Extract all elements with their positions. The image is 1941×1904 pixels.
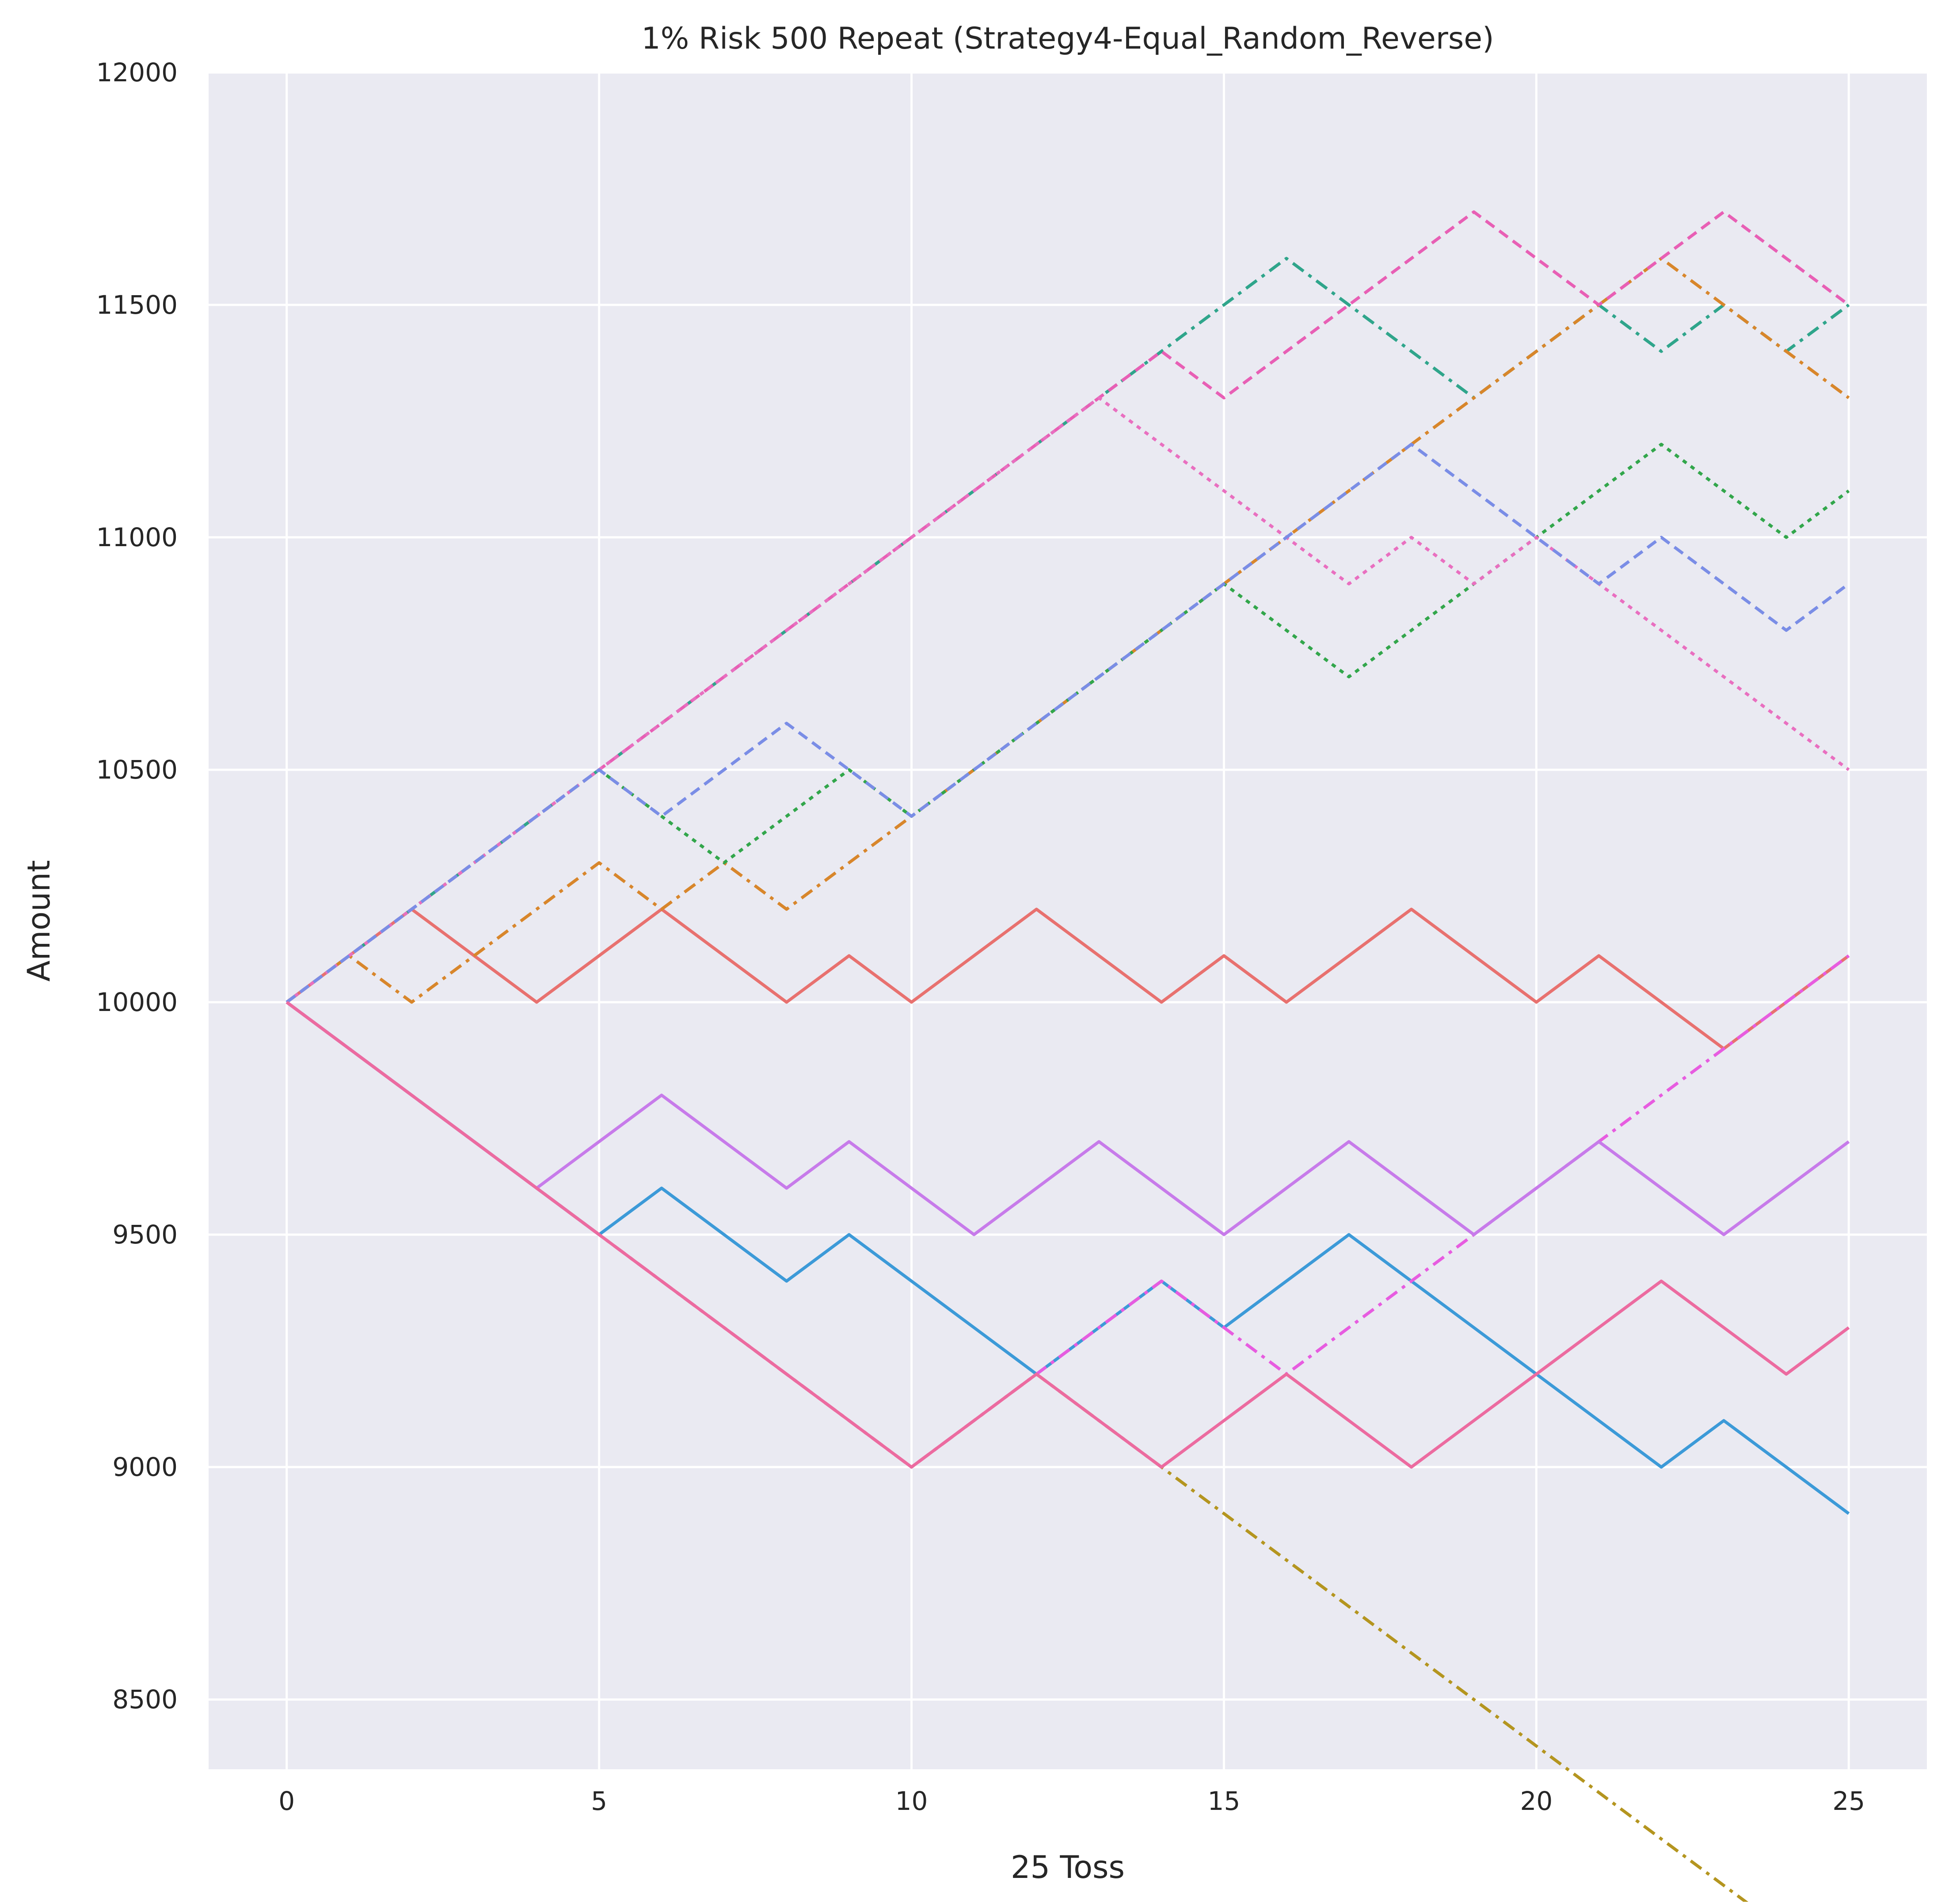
x-axis-label: 25 Toss: [1011, 1849, 1125, 1885]
x-tick-label: 25: [1832, 1786, 1865, 1816]
x-tick-label: 15: [1208, 1786, 1241, 1816]
y-tick-label: 11500: [96, 290, 178, 320]
series-line-11: [285, 1001, 1850, 1236]
y-tick-label: 11000: [96, 522, 178, 552]
x-tick-label: 10: [895, 1786, 928, 1816]
plot-background: [209, 72, 1927, 1769]
y-tick-label: 12000: [96, 57, 178, 87]
series-layer: [285, 210, 1850, 1904]
x-tick-label: 20: [1520, 1786, 1553, 1816]
tick-labels: 0 5 10 15 20 25 8500 9000 9500 10000 10500 11000 115…: [96, 57, 1865, 1816]
chart-title: 1% Risk 500 Repeat (Strategy4-Equal_Rand…: [641, 21, 1494, 56]
y-tick-label: 8500: [112, 1684, 178, 1714]
y-tick-label: 9500: [112, 1220, 178, 1250]
y-axis-label: Amount: [21, 860, 57, 981]
y-tick-label: 10000: [96, 987, 178, 1017]
y-tick-label: 10500: [96, 755, 178, 785]
x-tick-label: 0: [278, 1786, 295, 1816]
series-line-10: [285, 443, 1850, 1003]
y-tick-label: 9000: [112, 1452, 178, 1482]
series-line-12: [285, 1001, 1850, 1469]
grid: [209, 71, 1927, 1769]
series-line-1: [285, 908, 1850, 1050]
x-tick-label: 5: [591, 1786, 607, 1816]
